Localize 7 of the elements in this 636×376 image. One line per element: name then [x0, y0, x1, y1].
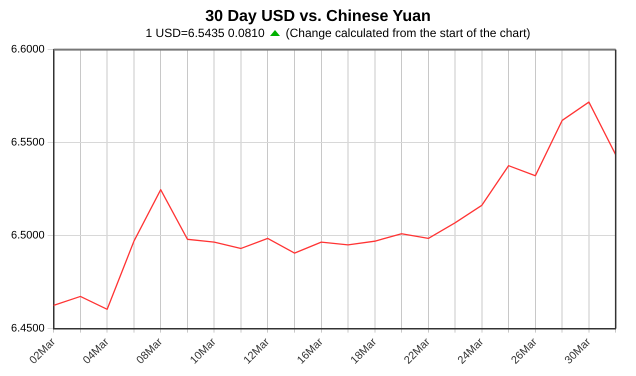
chart-subtitle: 1 USD=6.5435 0.0810 [146, 26, 265, 40]
y-tick-label: 6.5000 [10, 230, 45, 242]
chart-title: 30 Day USD vs. Chinese Yuan [204, 8, 432, 26]
text: (Change calculated from the start of the chart) [286, 26, 530, 40]
y-tick-label: 6.5500 [10, 136, 45, 149]
y-tick-label: 6.6000 [10, 44, 45, 56]
y-tick-label: 6.4500 [10, 322, 45, 335]
